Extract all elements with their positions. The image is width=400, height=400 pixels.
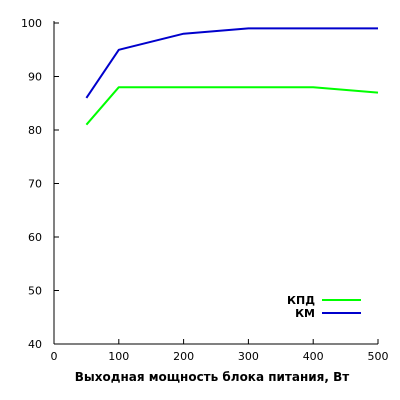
y-axis-ticks: 40 50 60 70 80 90 100 xyxy=(21,17,59,351)
y-tick-label: 80 xyxy=(28,124,42,137)
axes xyxy=(53,21,378,345)
series-line-kpd xyxy=(85,86,379,126)
x-tick-label: 500 xyxy=(368,350,389,363)
y-tick-label: 50 xyxy=(28,285,42,298)
y-tick-label: 40 xyxy=(28,338,42,351)
x-tick-label: 300 xyxy=(238,350,259,363)
series-layer xyxy=(85,27,379,126)
x-tick-label: 0 xyxy=(51,350,58,363)
y-tick-label: 70 xyxy=(28,178,42,191)
y-tick-label: 90 xyxy=(28,71,42,84)
x-tick-label: 100 xyxy=(108,350,129,363)
legend-label-km: КМ xyxy=(295,307,315,320)
y-tick-label: 60 xyxy=(28,231,42,244)
x-axis-ticks: 0 100 200 300 400 500 xyxy=(51,339,389,363)
y-tick-label: 100 xyxy=(21,17,42,30)
x-axis-title: Выходная мощность блока питания, Вт xyxy=(75,370,350,384)
series-line-km xyxy=(85,27,378,99)
x-tick-label: 400 xyxy=(303,350,324,363)
legend-label-kpd: КПД xyxy=(287,294,315,307)
x-tick-label: 200 xyxy=(173,350,194,363)
